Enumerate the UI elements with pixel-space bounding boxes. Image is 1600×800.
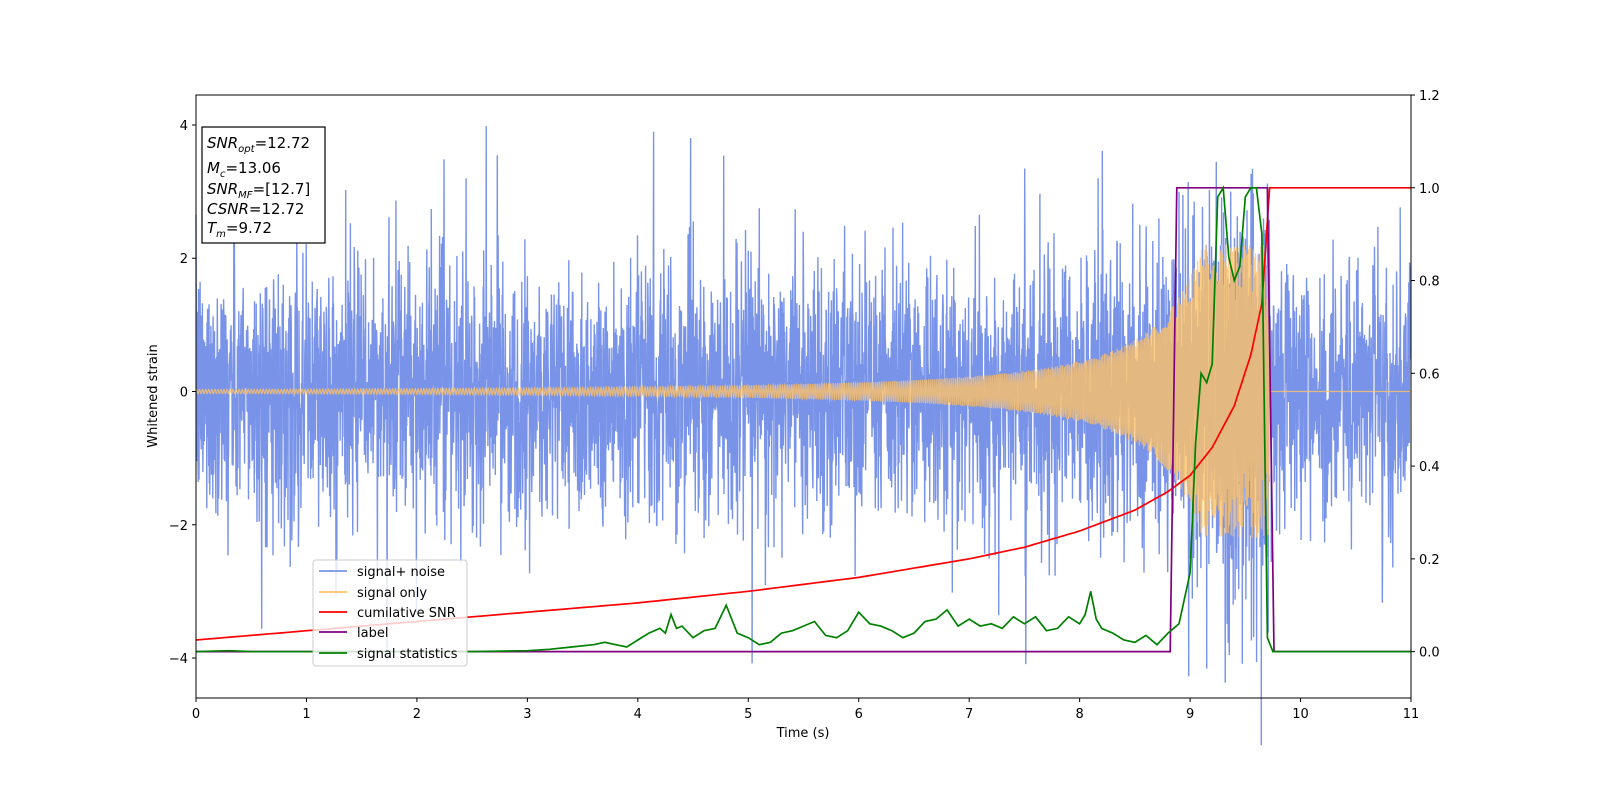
legend-item-label: label [319,626,388,641]
x-tick-label: 7 [965,707,973,722]
annotation-snr-mf: SNRMF=[12.7] [207,180,310,201]
annotation-snr-opt: SNRopt=12.72 [207,134,310,155]
x-tick-label: 11 [1403,707,1420,722]
right-axis-series [195,185,1411,653]
y-tick-label: 2 [180,252,188,267]
x-tick-label: 9 [1186,707,1194,722]
x-tick-label: 3 [523,707,531,722]
series-line-cumilative-snr [195,186,1411,641]
y-tick-label: −2 [169,519,188,534]
plot-frame [195,94,1412,699]
x-tick-label: 4 [634,707,642,722]
x-tick-label: 10 [1292,707,1309,722]
y2-tick-label: 0.4 [1419,460,1440,475]
legend-label: signal only [357,586,427,601]
annotation-mc: Mc=13.06 [207,159,281,180]
x-tick-label: 1 [302,707,310,722]
legend-label: cumilative SNR [357,606,456,621]
y2-tick-label: 0.8 [1419,275,1440,290]
legend-item-cumilative-snr: cumilative SNR [319,606,456,621]
y-axis-left: −4 −2 0 2 4 [169,119,196,667]
x-tick-label: 0 [192,707,200,722]
legend-item-signal-statistics: signal statistics [319,647,458,662]
x-tick-label: 6 [855,707,863,722]
y-tick-label: 4 [180,119,188,134]
y2-tick-label: 0.0 [1419,646,1440,661]
y2-tick-label: 0.2 [1419,553,1440,568]
annotation-box: SNRopt=12.72 Mc=13.06 SNRMF=[12.7] CSNR=… [201,126,326,244]
y-axis-label: Whitened strain [146,344,161,447]
x-axis: 0 1 2 3 4 5 6 7 8 9 10 11 [192,698,1419,722]
annotation-tm: Tm=9.72 [207,219,272,240]
y2-tick-label: 1.0 [1419,182,1440,197]
legend-item-signal-noise: signal+ noise [319,565,445,580]
x-tick-label: 8 [1075,707,1083,722]
y-tick-label: 0 [180,386,188,401]
legend-label: signal+ noise [357,565,445,580]
legend-item-signal-only: signal only [319,586,427,601]
series-line-signal-statistics [195,185,1411,653]
legend-label: label [357,626,388,641]
y-axis-right: 0.0 0.2 0.4 0.6 0.8 1.0 1.2 [1411,89,1440,661]
x-tick-label: 5 [744,707,752,722]
legend-label: signal statistics [357,647,458,662]
signal-only-series [195,244,1411,539]
x-axis-label: Time (s) [776,726,830,741]
x-tick-label: 2 [413,707,421,722]
y2-tick-label: 0.6 [1419,367,1440,382]
annotation-csnr: CSNR=12.72 [207,200,304,218]
legend: signal+ noise signal only cumilative SNR… [312,559,468,667]
y2-tick-label: 1.2 [1419,89,1440,104]
series-line-signal-only [195,244,1411,539]
y-tick-label: −4 [169,652,188,667]
